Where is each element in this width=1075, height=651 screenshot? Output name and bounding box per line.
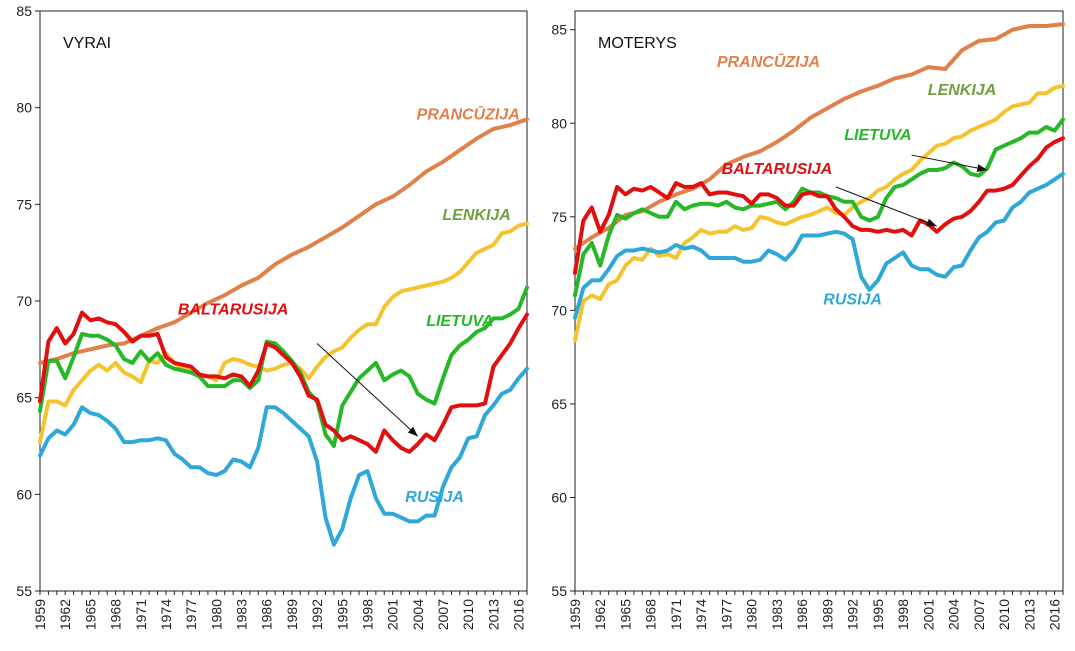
x-tick-label: 1983 [769,599,785,630]
plot-frame [39,10,528,592]
panel-women: 55 60 65 70 75 80 85 1959 1962 1965 1968 1971 1974 19… [551,10,1065,630]
x-tick-label: 1962 [592,599,608,630]
series-line-baltarusija [573,136,1065,275]
x-tick-label: 1965 [82,599,98,630]
y-tick-label: 55 [551,583,567,599]
x-tick-label: 2016 [1047,599,1063,630]
x-tick-label: 2013 [1021,599,1037,630]
series-line-prancūzija [38,117,529,365]
series-label-rusija: RUSIJA [823,292,882,309]
x-tick-label: 1968 [108,599,124,630]
y-tick-label: 65 [551,396,567,412]
x-tick-label: 2013 [485,599,501,630]
series-label-lietuva: LIETUVA [844,127,911,144]
series-line-rusija [573,171,1065,320]
x-tick-label: 2001 [385,599,401,630]
y-tick-label: 65 [16,390,32,406]
x-tick-label: 1980 [744,599,760,630]
x-tick-label: 1974 [693,599,709,630]
series-line-lenkija [38,221,529,445]
x-tick-label: 1959 [32,599,48,630]
series-line-rusija [38,366,529,547]
annotation-arrow-head [976,164,988,173]
y-tick-label: 60 [16,486,32,502]
x-tick-label: 1995 [870,599,886,630]
y-tick-label: 60 [551,489,567,505]
y-tick-label: 80 [551,115,567,131]
x-tick-label: 1971 [668,599,684,630]
x-tick-label: 2004 [410,599,426,630]
plot-frame [574,10,1064,592]
x-tick-label: 2010 [460,599,476,630]
x-tick-label: 1998 [895,599,911,630]
x-tick-label: 2010 [996,599,1012,630]
series-label-rusija: RUSIJA [405,489,464,506]
y-tick-label: 70 [551,302,567,318]
annotation-arrow-line [835,186,937,227]
series-line-lietuva [573,117,1065,298]
series-label-prancūzija: PRANCŪZIJA [717,52,820,71]
series-label-baltarusija: BALTARUSIJA [178,302,289,319]
y-tick-label: 75 [551,209,567,225]
x-tick-label: 1986 [794,599,810,630]
panel-title: MOTERYS [598,35,677,52]
x-tick-label: 1986 [259,599,275,630]
panel-title: VYRAI [63,35,111,52]
series-line-lietuva [38,285,529,448]
panel-men: 55 60 65 70 75 80 85 1959 1962 1965 1968 1971 1974 19… [16,3,529,630]
annotation-arrow-line [911,154,988,171]
annotation-arrow-line [316,343,419,437]
series-label-baltarusija: BALTARUSIJA [722,161,833,178]
x-tick-label: 1992 [309,599,325,630]
x-tick-label: 2001 [920,599,936,630]
x-tick-label: 1995 [334,599,350,630]
y-tick-label: 80 [16,100,32,116]
x-tick-label: 2004 [946,599,962,630]
annotation-arrow-head [407,426,418,437]
x-tick-label: 1992 [845,599,861,630]
y-tick-label: 70 [16,293,32,309]
x-tick-label: 1977 [718,599,734,630]
x-tick-label: 1974 [158,599,174,630]
series-label-lenkija: LENKIJA [442,207,510,224]
x-tick-label: 2016 [511,599,527,630]
y-tick-label: 85 [551,22,567,38]
x-tick-label: 1980 [208,599,224,630]
series-label-prancūzija: PRANCŪZIJA [417,104,520,123]
series-line-prancūzija [573,22,1065,251]
series-label-lietuva: LIETUVA [426,313,493,330]
x-tick-label: 1983 [234,599,250,630]
x-tick-label: 1977 [183,599,199,630]
x-tick-label: 1959 [567,599,583,630]
x-tick-label: 2007 [435,599,451,630]
x-tick-label: 2007 [971,599,987,630]
x-tick-label: 1968 [643,599,659,630]
x-tick-label: 1971 [133,599,149,630]
x-tick-label: 1965 [617,599,633,630]
x-tick-label: 1989 [284,599,300,630]
x-tick-label: 1989 [819,599,835,630]
y-tick-label: 85 [16,3,32,19]
series-label-lenkija: LENKIJA [928,82,996,99]
y-tick-label: 75 [16,196,32,212]
y-tick-label: 55 [16,583,32,599]
x-tick-label: 1962 [57,599,73,630]
annotation-arrow-head [926,218,937,227]
series-line-baltarusija [38,310,529,454]
x-tick-label: 1998 [359,599,375,630]
